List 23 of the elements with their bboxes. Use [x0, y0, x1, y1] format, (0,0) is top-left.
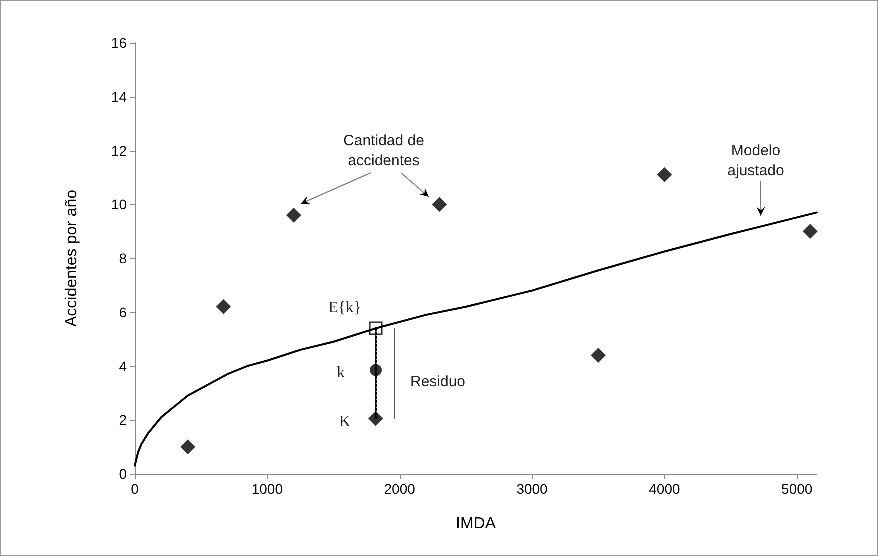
x-axis-title: IMDA [456, 516, 496, 532]
x-tick-label: 5000 [782, 481, 813, 497]
y-tick-label: 0 [119, 466, 128, 482]
annotation: k [337, 364, 345, 382]
x-tick-label: 2000 [384, 481, 416, 497]
annotation: K [339, 414, 352, 430]
y-tick-label: 2 [119, 412, 128, 428]
y-tick-label: 16 [111, 35, 128, 51]
annotation: Cantidad de accidentes [344, 132, 424, 170]
x-tick-label: 4000 [649, 481, 680, 497]
annotation: E{k} [328, 300, 362, 316]
y-axis-title: Accidentes por año [64, 190, 80, 327]
x-tick-label: 1000 [252, 481, 284, 497]
y-tick-label: 12 [111, 142, 128, 159]
y-tick-label: 10 [111, 196, 128, 213]
x-tick-label: 0 [131, 481, 140, 497]
y-tick-label: 4 [119, 358, 128, 374]
annotation: Residuo [410, 374, 466, 390]
y-tick-label: 14 [111, 88, 128, 105]
x-tick-label: 3000 [516, 481, 548, 497]
annotation: Modelo ajustado [728, 142, 784, 180]
y-tick-label: 6 [119, 304, 128, 320]
y-tick-label: 8 [119, 250, 128, 266]
